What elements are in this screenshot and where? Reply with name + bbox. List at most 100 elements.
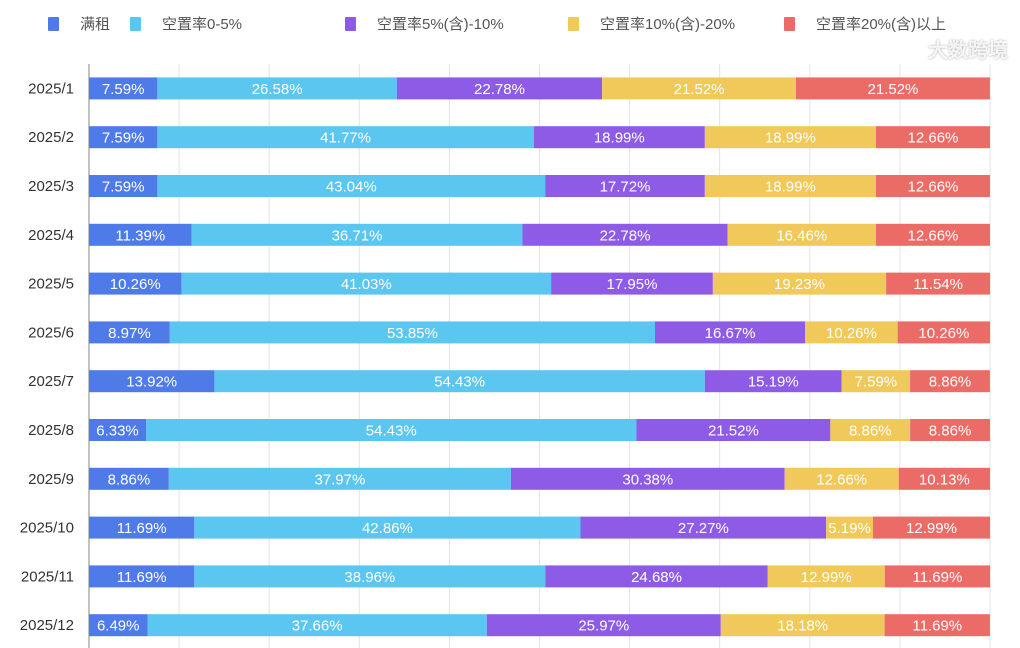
data-label: 24.68% <box>631 569 682 586</box>
legend-item[interactable]: 空置率10%(含)-20% <box>568 13 735 34</box>
data-label: 8.86% <box>108 471 151 488</box>
bar-segment <box>796 77 990 100</box>
bar-segment <box>712 272 887 295</box>
legend-item[interactable]: 空置率0-5% <box>130 13 242 34</box>
data-label: 18.99% <box>765 130 816 147</box>
category-label: 2025/10 <box>20 520 74 537</box>
legend-item[interactable]: 空置率5%(含)-10% <box>345 13 504 34</box>
data-label: 11.69% <box>117 520 167 537</box>
bar-segment <box>884 614 990 637</box>
category-label: 2025/3 <box>28 178 74 195</box>
category-label: 2025/8 <box>28 422 74 439</box>
data-label: 6.33% <box>96 423 139 440</box>
bar-segment <box>910 370 990 393</box>
legend-label: 空置率5%(含)-10% <box>377 16 504 33</box>
data-label: 18.99% <box>594 130 645 147</box>
bar-segment <box>897 321 991 344</box>
category-label: 2025/1 <box>28 80 74 97</box>
bar-segment <box>214 370 705 393</box>
bar-segment <box>655 321 806 344</box>
bar-segment <box>89 175 158 197</box>
legend-label: 空置率20%(含)以上 <box>816 16 947 33</box>
bar-segment <box>157 126 534 149</box>
bar-segment <box>784 467 899 490</box>
bar-segment <box>168 467 511 490</box>
data-label: 21.52% <box>708 423 759 440</box>
bar-segment <box>89 223 192 246</box>
data-label: 12.66% <box>908 130 959 147</box>
bar-segment <box>841 370 911 393</box>
data-label: 7.59% <box>102 179 145 196</box>
data-label: 21.52% <box>868 81 919 98</box>
category-label: 2025/4 <box>28 227 74 244</box>
watermark: 大数跨境 <box>928 40 1008 62</box>
bar-segment <box>602 77 797 100</box>
bar-segment <box>872 516 990 539</box>
data-label: 15.19% <box>748 374 799 391</box>
bar-segment <box>884 565 991 588</box>
legend-item[interactable]: 满租 <box>48 13 110 34</box>
bar-segment <box>830 419 911 441</box>
data-label: 12.99% <box>801 569 852 586</box>
bar-segment <box>194 565 546 588</box>
data-label: 43.04% <box>326 179 377 196</box>
data-label: 11.39% <box>115 227 165 244</box>
bar-segment <box>704 126 876 149</box>
data-label: 54.43% <box>434 374 485 391</box>
bar-segment <box>727 223 876 246</box>
legend-swatch <box>784 16 795 31</box>
data-label: 7.59% <box>102 81 145 98</box>
bar-segment <box>533 126 705 149</box>
bar-segment <box>875 126 990 149</box>
data-label: 18.18% <box>777 618 828 635</box>
category-label: 2025/7 <box>28 373 74 390</box>
data-label: 7.59% <box>102 130 145 147</box>
data-label: 11.54% <box>913 276 963 293</box>
bar-segment <box>720 614 885 637</box>
category-label: 2025/9 <box>28 471 74 488</box>
legend-item[interactable]: 空置率20%(含)以上 <box>784 13 946 34</box>
data-label: 10.13% <box>919 471 970 488</box>
bar-segment <box>886 272 991 295</box>
data-label: 16.67% <box>705 325 756 342</box>
legend: 满租 空置率0-5% 空置率5%(含)-10% 空置率10%(含)-20% 空置率20%… <box>0 13 1020 37</box>
data-label: 54.43% <box>366 423 417 440</box>
legend-swatch <box>568 16 579 31</box>
bar-segment <box>545 565 768 588</box>
data-label: 41.77% <box>320 130 371 147</box>
bar-segment <box>826 516 873 539</box>
data-label: 8.97% <box>108 325 151 342</box>
data-label: 36.71% <box>332 227 383 244</box>
data-label: 12.66% <box>908 227 959 244</box>
bar-segment <box>510 467 785 490</box>
category-label: 2025/2 <box>28 129 74 146</box>
bar-segment <box>169 321 656 344</box>
bar-segment <box>704 370 842 393</box>
data-label: 10.26% <box>110 276 161 293</box>
bar-segment <box>396 77 603 100</box>
data-label: 30.38% <box>622 471 673 488</box>
data-label: 17.95% <box>607 276 658 293</box>
data-label: 16.46% <box>776 227 827 244</box>
bar-segment <box>89 614 148 637</box>
data-label: 10.26% <box>826 325 877 342</box>
bar-segment <box>767 565 885 588</box>
bar-segment <box>157 77 397 100</box>
category-label: 2025/11 <box>21 568 74 585</box>
bar-segment <box>551 272 713 295</box>
data-label: 21.52% <box>674 81 725 98</box>
bar-segment <box>636 419 831 441</box>
bar-segment <box>545 175 705 197</box>
data-label: 8.86% <box>849 423 892 440</box>
bar-segment <box>147 614 487 637</box>
data-label: 19.23% <box>774 276 825 293</box>
bar-segment <box>486 614 721 637</box>
data-label: 10.26% <box>918 325 969 342</box>
data-label: 17.72% <box>600 179 651 196</box>
data-label: 8.86% <box>929 423 972 440</box>
data-label: 42.86% <box>362 520 413 537</box>
legend-swatch <box>345 16 356 31</box>
bar-segment <box>89 467 169 490</box>
bar-segment <box>910 419 990 441</box>
